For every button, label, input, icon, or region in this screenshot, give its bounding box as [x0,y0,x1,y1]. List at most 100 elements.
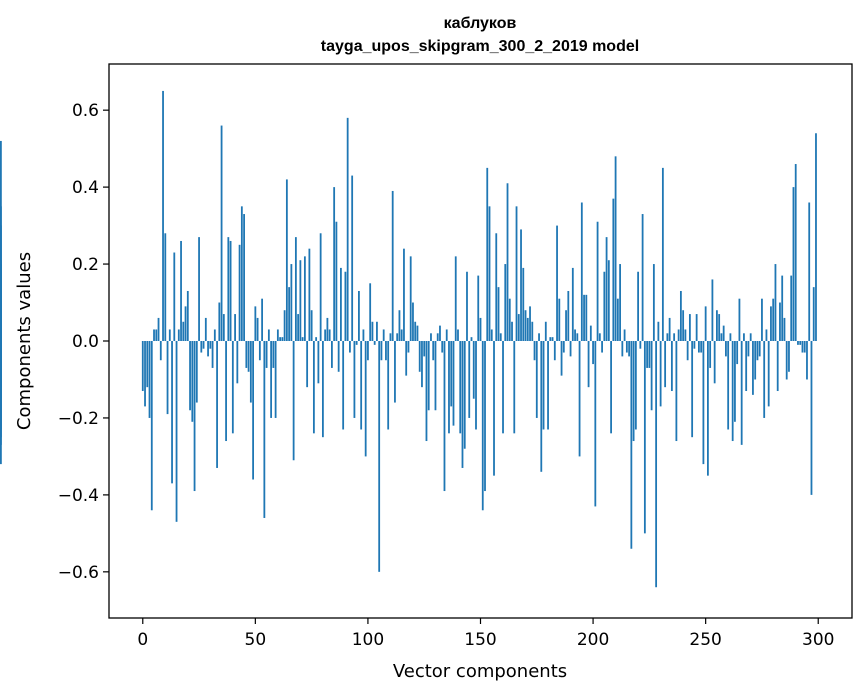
bar-215 [625,341,628,353]
bar-204 [601,341,603,353]
bar-49 [252,341,254,480]
bar-184 [556,225,558,341]
y-axis-label: Components values [14,252,35,430]
bar-164 [511,321,513,341]
bar-186 [560,341,563,376]
bar-179 [544,321,547,341]
bar-223 [643,341,646,534]
bar-203 [598,333,601,341]
bar-2 [146,341,149,388]
bar-undefined [0,264,2,341]
bar-281 [774,264,777,341]
bar-114 [398,310,401,341]
bar-151 [481,341,484,511]
bar-232 [664,341,667,388]
bar-91 [346,117,349,341]
bar-66 [290,264,293,341]
bar-288 [790,275,793,341]
y-tick-label: 0.4 [72,178,99,198]
bar-139 [454,256,457,341]
bar-155 [490,329,493,341]
bar-242 [686,341,689,361]
bar-173 [531,321,534,341]
bar-41 [234,314,236,341]
bar-110 [389,333,392,341]
bar-235 [670,341,673,392]
bar-21 [189,341,191,411]
x-tick-label: 150 [464,630,496,650]
bar-119 [409,256,412,341]
bar-273 [756,341,759,361]
bar-295 [806,341,808,380]
bar-266 [740,341,743,445]
bar-33 [216,341,218,468]
bar-241 [684,329,687,341]
bar-121 [414,321,417,341]
bar-196 [583,294,585,341]
bar-104 [376,321,378,341]
bar-94 [353,341,356,418]
bar-129 [432,341,435,361]
bar-189 [567,290,570,341]
chart-subtitle: tayga_upos_skipgram_300_2_2019 model [321,38,639,55]
bar-270 [749,333,752,341]
bar-142 [461,341,464,468]
bar-236 [673,333,676,341]
bar-62 [281,337,284,341]
bar-101 [369,283,372,341]
bar-43 [238,244,241,341]
bar-88 [340,267,342,341]
x-tick-label: 200 [577,630,609,650]
bar-158 [497,287,500,341]
bar-57 [270,341,273,418]
bar-218 [632,341,635,442]
bar-198 [587,341,590,388]
bar-78 [317,341,320,384]
bar-undefined [0,341,2,399]
bar-211 [616,298,619,341]
bar-79 [319,233,322,341]
bar-165 [513,341,516,434]
bar-143 [463,341,466,449]
bar-37 [225,341,227,442]
bar-109 [387,341,390,430]
bar-55 [265,341,268,368]
bar-228 [655,341,658,588]
bar-256 [718,314,721,341]
bar-153 [486,167,489,341]
bar-84 [330,341,333,368]
bar-290 [794,164,797,341]
bar-265 [738,298,741,341]
bar-83 [328,329,331,341]
bar-92 [349,341,351,353]
bar-137 [450,341,453,407]
bar-217 [630,341,633,549]
bar-298 [812,287,815,341]
bar-20 [186,290,189,341]
bar-5 [153,329,155,341]
bar-117 [405,341,408,376]
bar-6 [155,329,158,341]
bar-36 [222,314,225,341]
bar-31 [211,341,214,368]
bar-283 [779,302,781,341]
bar-98 [362,329,365,341]
y-tick-label: 0.2 [72,255,99,275]
bar-193 [576,333,579,341]
bar-125 [423,341,426,357]
bar-13 [171,341,173,484]
plot-frame [108,63,853,619]
bar-68 [294,237,297,341]
bar-227 [652,264,655,341]
bar-238 [677,329,680,341]
bar-240 [682,310,685,341]
bar-212 [619,264,621,341]
bar-112 [394,341,396,403]
bar-214 [623,329,626,341]
x-axis-ticks: 0 50 100 150 200 250 300 [137,618,834,650]
bar-35 [220,125,223,341]
bar-26 [200,341,203,353]
bar-246 [695,314,698,341]
bar-208 [610,341,612,434]
bar-23 [193,341,196,492]
